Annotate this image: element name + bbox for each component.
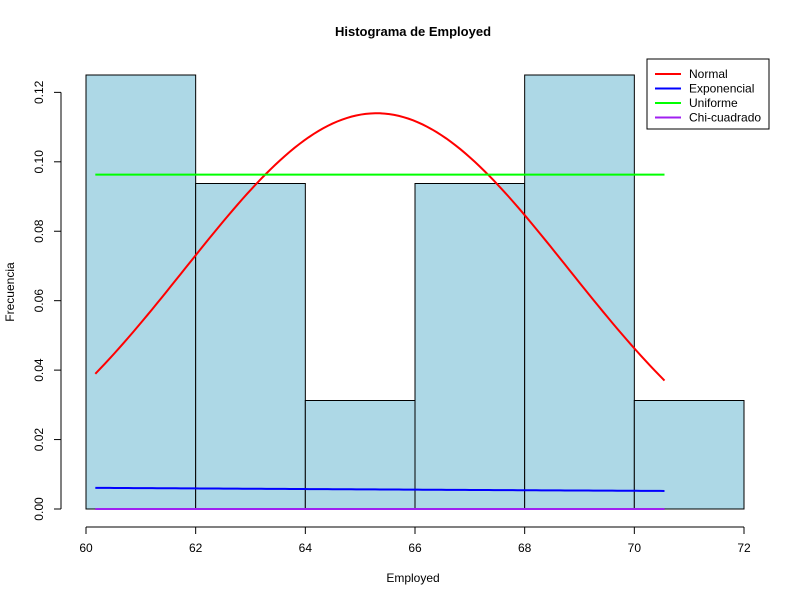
x-tick-label-2: 64 — [299, 541, 313, 555]
y-tick-label-1: 0.02 — [32, 428, 46, 452]
curve-exponencial — [95, 486, 665, 492]
x-tick-label-4: 68 — [518, 541, 532, 555]
y-tick-label-2: 0.04 — [32, 358, 46, 382]
histogram-bar-5 — [633, 400, 745, 510]
legend-entry-normal: Normal — [689, 67, 728, 81]
y-axis-label: Frecuencia — [3, 262, 17, 322]
legend-entry-chi-cuadrado: Chi-cuadrado — [689, 111, 761, 125]
x-axis-label: Employed — [386, 571, 439, 585]
y-tick-label-6: 0.12 — [32, 80, 46, 104]
histogram-bar-2 — [304, 400, 416, 510]
legend-entry-uniforme: Uniforme — [689, 96, 738, 110]
curve-normal — [94, 112, 666, 382]
legend-entry-exponencial: Exponencial — [689, 82, 754, 96]
histogram-bar-4 — [524, 74, 635, 510]
y-axis: 0.00 0.02 0.04 0.06 0.08 0.10 0.12 — [32, 80, 62, 521]
chart-title: Histograma de Employed — [335, 24, 491, 39]
x-tick-label-3: 66 — [408, 541, 422, 555]
y-tick-label-4: 0.08 — [32, 219, 46, 243]
x-tick-label-1: 62 — [189, 541, 203, 555]
histogram-bar-0 — [85, 74, 197, 510]
x-tick-label-0: 60 — [79, 541, 93, 555]
x-tick-label-6: 72 — [737, 541, 751, 555]
y-tick-label-3: 0.06 — [32, 289, 46, 313]
x-tick-label-5: 70 — [628, 541, 642, 555]
histogram-bar-3 — [414, 183, 526, 510]
y-tick-label-0: 0.00 — [32, 497, 46, 521]
x-axis: 60 62 64 66 68 70 72 — [79, 526, 751, 555]
density-curves — [94, 112, 666, 510]
y-tick-label-5: 0.10 — [32, 150, 46, 174]
histogram-bars — [85, 74, 745, 510]
histogram-bar-1 — [195, 183, 306, 510]
